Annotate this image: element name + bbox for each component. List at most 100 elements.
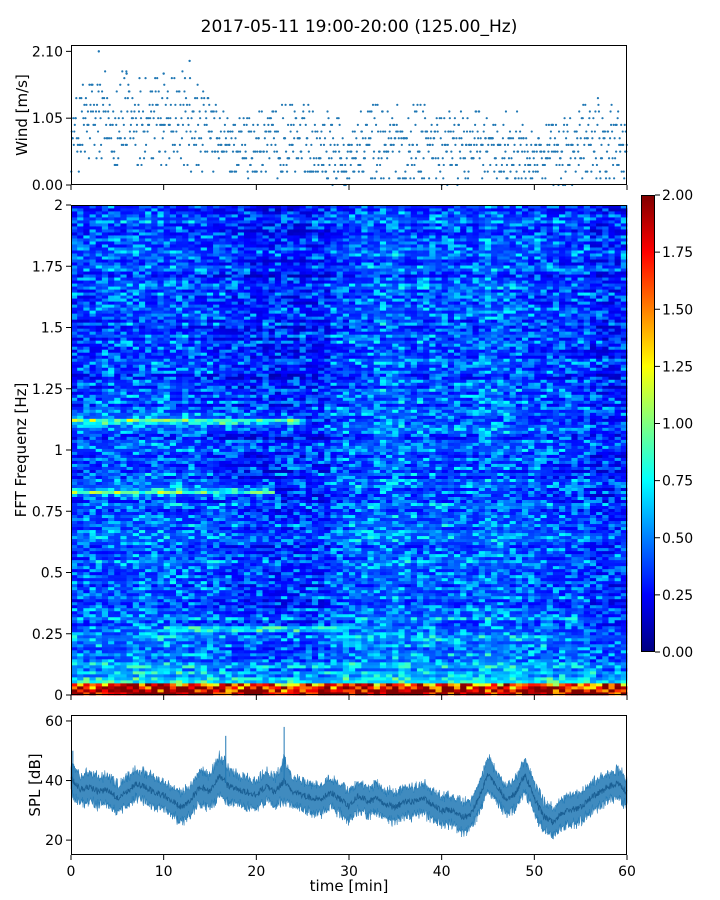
spectrogram-cell [206, 235, 214, 239]
wind-point [584, 103, 587, 106]
spectrogram-cell [157, 655, 165, 660]
spectrogram-cell [101, 595, 109, 600]
wind-point [417, 170, 420, 173]
spectrogram-cell [120, 205, 127, 209]
spectrogram-cell [138, 274, 146, 278]
spectrogram-cell [151, 379, 158, 383]
spectrogram-cell [157, 211, 165, 215]
spectrogram-cell [213, 514, 220, 519]
spectrogram-cell [176, 517, 183, 522]
spectrogram-cell [138, 205, 146, 209]
spectrogram-cell [132, 304, 140, 308]
spectrogram-cell [132, 391, 140, 395]
spectrogram-cell [101, 643, 109, 648]
spectrogram-cell [132, 625, 140, 630]
spectrogram-cell [194, 379, 202, 383]
spectrogram-cell [71, 316, 78, 320]
spectrogram-cell [108, 259, 115, 263]
spectrogram-cell [194, 631, 202, 636]
spectrogram-cell [206, 451, 214, 455]
spectrogram-cell [89, 457, 97, 461]
wind-point [561, 163, 564, 167]
spectrogram-cell [176, 217, 183, 221]
spectrogram-cell [176, 436, 183, 440]
spectrogram-cell [114, 529, 121, 534]
spectrogram-cell [120, 223, 127, 227]
spectrogram-cell [151, 211, 158, 215]
spectrogram-cell [77, 451, 84, 455]
spectrogram-cell [101, 583, 109, 588]
spectrogram-cell [151, 256, 158, 260]
wind-point [155, 103, 158, 106]
spectrogram-cell [126, 445, 134, 449]
spectrogram-cell [77, 574, 84, 579]
spectrogram-cell [151, 469, 158, 473]
spectrogram-cell [169, 415, 177, 419]
spectrogram-cell [169, 631, 177, 636]
spectrogram-cell [89, 355, 97, 359]
spectrogram-cell [200, 502, 208, 507]
spectrogram-cell [77, 670, 84, 675]
spectrogram-cell [83, 259, 90, 263]
spectrogram-cell [77, 409, 84, 413]
spectrogram-cell [114, 433, 121, 437]
spectrogram-cell [182, 508, 189, 513]
spectrogram-cell [182, 493, 189, 497]
spectrogram-cell [176, 634, 183, 639]
spectrogram-cell [95, 445, 103, 449]
spectrogram-cell [151, 511, 158, 516]
spectrogram-cell [176, 601, 183, 606]
wind-point [306, 137, 309, 140]
spectrogram-cell [169, 613, 177, 618]
spectrogram-cell [71, 652, 78, 657]
spectrogram-cell [151, 217, 158, 221]
spectrogram-cell [71, 541, 78, 546]
spectrogram-cell [89, 214, 97, 218]
spectrogram-cell [132, 256, 140, 260]
spectrogram-cell [182, 223, 189, 227]
spectrogram-cell [114, 247, 121, 251]
spectrogram-cell [95, 238, 103, 242]
wind-point [263, 123, 266, 126]
spectrogram-cell [120, 454, 127, 458]
spectrogram-cell [169, 418, 177, 422]
spectrogram-cell [206, 619, 214, 624]
spectrogram-cell [200, 244, 208, 248]
wind-point [446, 143, 449, 147]
wind-point [535, 150, 538, 153]
spectrogram-cell [169, 316, 177, 320]
spectrogram-cell [89, 667, 97, 672]
wind-point [202, 90, 205, 93]
spectrogram-cell [101, 538, 109, 543]
spectrogram-cell [108, 280, 115, 284]
spectrogram-cell [206, 475, 214, 479]
spectrogram-cell [138, 586, 146, 591]
wind-point [478, 110, 481, 113]
spectrogram-cell [120, 673, 127, 678]
spectrogram-cell [145, 346, 152, 350]
wind-point [238, 117, 241, 120]
spectrogram-cell [145, 265, 152, 269]
spectrogram-cell [194, 586, 202, 591]
spectrogram-cell [157, 280, 165, 284]
spectrogram-cell [77, 211, 84, 215]
spectrogram-cell [188, 412, 195, 416]
spectrogram-cell [114, 682, 121, 687]
spectrogram-cell [108, 580, 115, 585]
spectrogram-cell [71, 211, 78, 215]
spectrogram-cell [101, 478, 109, 482]
spectrogram-cell [169, 544, 177, 549]
spectrogram-cell [163, 493, 171, 497]
spectrogram-cell [126, 496, 134, 501]
spectrogram-cell [176, 628, 183, 633]
spectrogram-cell [169, 355, 177, 359]
spectrogram-cell [169, 412, 177, 416]
spectrogram-cell [71, 610, 78, 615]
spectrogram-cell [71, 634, 78, 639]
spectrogram-cell [83, 478, 90, 482]
spectrogram-cell [126, 541, 134, 546]
spectrogram-cell [157, 331, 165, 335]
spectrogram-cell [101, 649, 109, 654]
spectrogram-cell [77, 379, 84, 383]
spectrogram-cell [126, 526, 134, 531]
